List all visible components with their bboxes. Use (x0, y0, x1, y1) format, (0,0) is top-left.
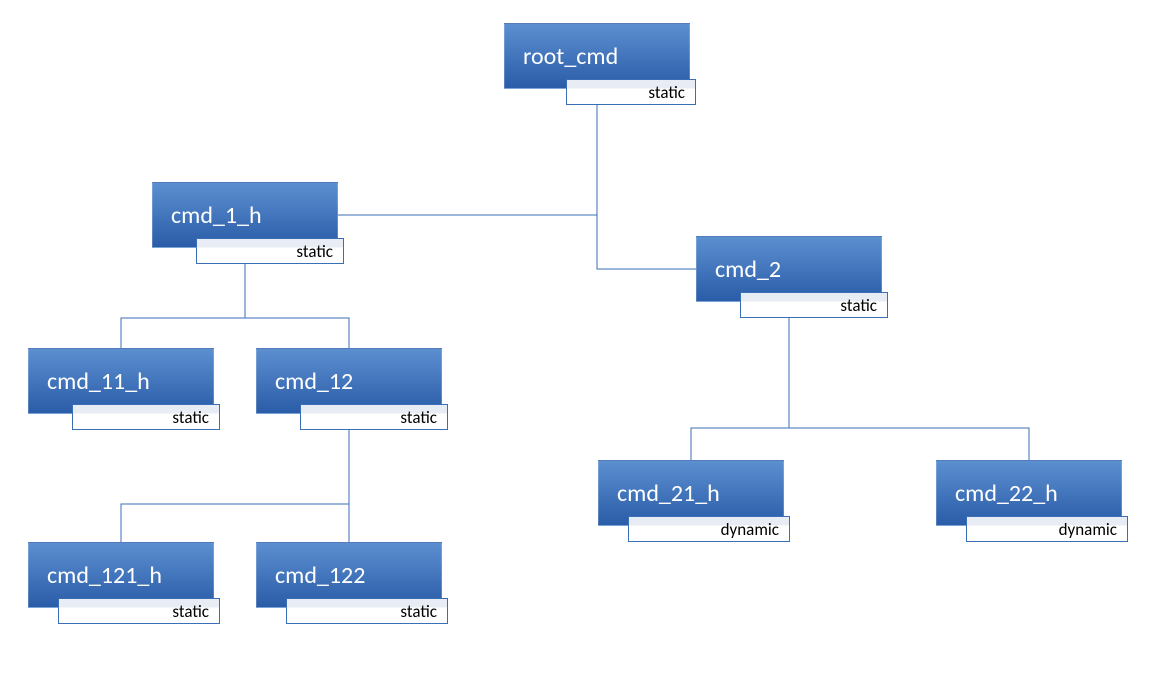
node-tag: dynamic (966, 516, 1128, 542)
node-label: cmd_12 (275, 367, 353, 396)
node-tag: static (566, 79, 696, 105)
node-c1: cmd_1_hstatic (152, 182, 338, 248)
node-tag-label: static (400, 407, 437, 428)
node-tag-label: dynamic (1059, 519, 1117, 540)
node-tag: dynamic (628, 516, 790, 542)
node-tag: static (196, 238, 344, 264)
node-label: root_cmd (523, 42, 618, 71)
node-tag-label: dynamic (721, 519, 779, 540)
edge-c2-c21 (691, 302, 789, 460)
node-c122: cmd_122static (256, 542, 442, 608)
edge-root-c1 (338, 89, 597, 215)
node-label: cmd_11_h (47, 367, 150, 396)
node-tag: static (740, 292, 888, 318)
edge-root-c2 (597, 89, 696, 269)
node-label: cmd_121_h (47, 561, 162, 590)
node-label: cmd_21_h (617, 479, 720, 508)
node-label: cmd_1_h (171, 201, 262, 230)
node-tag-label: static (840, 295, 877, 316)
node-tag: static (58, 598, 220, 624)
node-tag: static (300, 404, 448, 430)
node-c11: cmd_11_hstatic (28, 348, 214, 414)
node-c12: cmd_12static (256, 348, 442, 414)
node-tag: static (72, 404, 220, 430)
node-tag-label: static (172, 407, 209, 428)
node-tag-label: static (400, 601, 437, 622)
node-c121: cmd_121_hstatic (28, 542, 214, 608)
edge-c12-c121 (121, 414, 349, 542)
node-tag: static (286, 598, 448, 624)
node-tag-label: static (648, 82, 685, 103)
node-label: cmd_22_h (955, 479, 1058, 508)
node-c22: cmd_22_hdynamic (936, 460, 1122, 526)
node-tag-label: static (172, 601, 209, 622)
diagram-canvas: root_cmdstaticcmd_1_hstaticcmd_2staticcm… (0, 0, 1173, 674)
node-c2: cmd_2static (696, 236, 882, 302)
node-tag-label: static (296, 241, 333, 262)
node-label: cmd_2 (715, 255, 781, 284)
node-root: root_cmdstatic (504, 23, 690, 89)
node-label: cmd_122 (275, 561, 365, 590)
node-c21: cmd_21_hdynamic (598, 460, 784, 526)
edge-c2-c22 (789, 302, 1029, 460)
